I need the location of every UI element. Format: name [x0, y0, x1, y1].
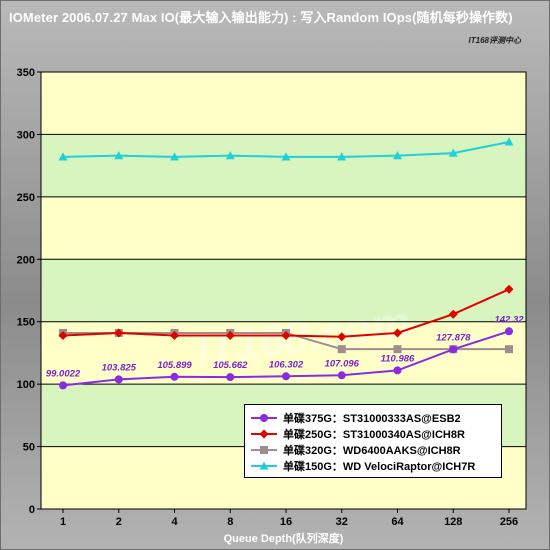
- data-point: [393, 151, 402, 160]
- x-axis-title: Queue Depth(队列深度): [224, 531, 344, 545]
- data-point: [58, 152, 68, 161]
- data-point: [337, 345, 346, 354]
- data-point: [59, 381, 67, 390]
- data-point: [225, 151, 235, 160]
- series-group: [58, 137, 514, 390]
- x-tick-label: 8: [227, 516, 233, 528]
- x-tick-label: 4: [171, 516, 178, 528]
- legend-item: 单碟375G：ST31000333AS@ESB2: [251, 410, 501, 426]
- data-label: 107.096: [325, 358, 360, 369]
- legend-swatch: [251, 429, 277, 439]
- data-point: [259, 429, 269, 439]
- x-tick-label: 2: [116, 516, 122, 528]
- y-tick-labels: 0 50 100 150 200 250 300 350: [17, 67, 35, 516]
- data-point: [114, 375, 123, 384]
- data-point: [393, 366, 402, 375]
- legend-swatch: [251, 414, 277, 422]
- plot-band: [41, 134, 526, 197]
- data-point: [504, 284, 514, 294]
- legend-label: 单碟250G：ST31000340AS@ICH8R: [283, 429, 465, 441]
- data-point: [281, 152, 291, 161]
- axes: [40, 71, 527, 513]
- plot-border: [40, 71, 527, 510]
- plot-background-bands: [41, 72, 526, 509]
- data-point: [393, 345, 402, 354]
- data-point: [448, 309, 458, 319]
- legend-label: 单碟375G：ST31000333AS@ESB2: [283, 413, 461, 425]
- data-point: [449, 345, 458, 354]
- data-point: [281, 330, 291, 340]
- y-tick-label: 100: [17, 379, 35, 391]
- data-point: [505, 327, 513, 336]
- plot-band: [41, 259, 526, 322]
- legend-item: 单碟320G：WD6400AAKS@ICH8R: [251, 442, 501, 458]
- data-point: [114, 151, 124, 160]
- chart-title: IOMeter 2006.07.27 Max IO(最大输入输出能力) : 写入…: [9, 10, 513, 25]
- legend-label: 单碟320G：WD6400AAKS@ICH8R: [283, 445, 461, 457]
- legend-label: 单碟150G：WD VelociRaptor@ICH7R: [283, 461, 476, 473]
- data-point: [225, 330, 235, 340]
- y-tick-label: 150: [17, 317, 35, 329]
- data-point: [259, 461, 269, 470]
- plot-band: [41, 72, 526, 135]
- data-label: 105.899: [157, 360, 192, 371]
- data-point: [504, 137, 514, 146]
- data-label: 110.986: [381, 353, 415, 364]
- y-tick-label: 200: [17, 254, 35, 266]
- legend-item: 单碟150G：WD VelociRaptor@ICH7R: [251, 458, 501, 474]
- data-point: [505, 345, 513, 354]
- data-point: [58, 330, 68, 340]
- x-tick-label: 256: [500, 516, 518, 528]
- y-tick-label: 50: [23, 442, 35, 454]
- y-tick-label: 0: [29, 504, 35, 516]
- y-tick-label: 300: [17, 129, 35, 141]
- data-point: [170, 152, 179, 161]
- data-point: [260, 414, 268, 422]
- data-labels: 99.0022 103.825 105.899 105.662 106.302 107.0…: [46, 314, 524, 379]
- data-point: [337, 371, 346, 380]
- legend-swatch: [251, 461, 277, 470]
- legend: 单碟375G：ST31000333AS@ESB2 单碟250G：ST3100034…: [244, 404, 502, 478]
- data-label: 99.0022: [46, 368, 81, 379]
- data-label: 127.878: [436, 332, 471, 343]
- y-tick-label: 350: [17, 67, 35, 79]
- data-point: [260, 446, 268, 454]
- series-circle: [59, 327, 513, 390]
- data-point: [170, 330, 179, 340]
- x-tick-label: 128: [444, 516, 462, 528]
- legend-item: 单碟250G：ST31000340AS@ICH8R: [251, 426, 501, 442]
- data-point: [114, 328, 124, 338]
- y-tick-label: 250: [17, 192, 35, 204]
- x-tick-label: 16: [280, 516, 292, 528]
- data-label: 142.32: [494, 314, 524, 325]
- data-label: 105.662: [213, 360, 248, 371]
- data-point: [170, 372, 179, 381]
- data-point: [337, 332, 347, 342]
- plot-band: [41, 196, 526, 260]
- data-label: 103.825: [102, 362, 137, 373]
- series-diamond: [58, 284, 514, 342]
- data-label: 106.302: [269, 359, 304, 370]
- legend-swatch: [251, 446, 277, 454]
- series-triangle: [58, 137, 514, 161]
- x-tick-label: 64: [391, 516, 404, 528]
- data-point: [226, 373, 235, 382]
- x-tick-labels: 1 2 4 8 16 32 64 128 256: [60, 516, 518, 528]
- data-point: [448, 148, 458, 157]
- data-point: [337, 152, 347, 161]
- data-point: [393, 328, 402, 338]
- data-point: [282, 372, 290, 381]
- x-tick-label: 32: [336, 516, 348, 528]
- x-tick-label: 1: [60, 516, 66, 528]
- chart-subtitle: IT168评测中心: [468, 36, 521, 45]
